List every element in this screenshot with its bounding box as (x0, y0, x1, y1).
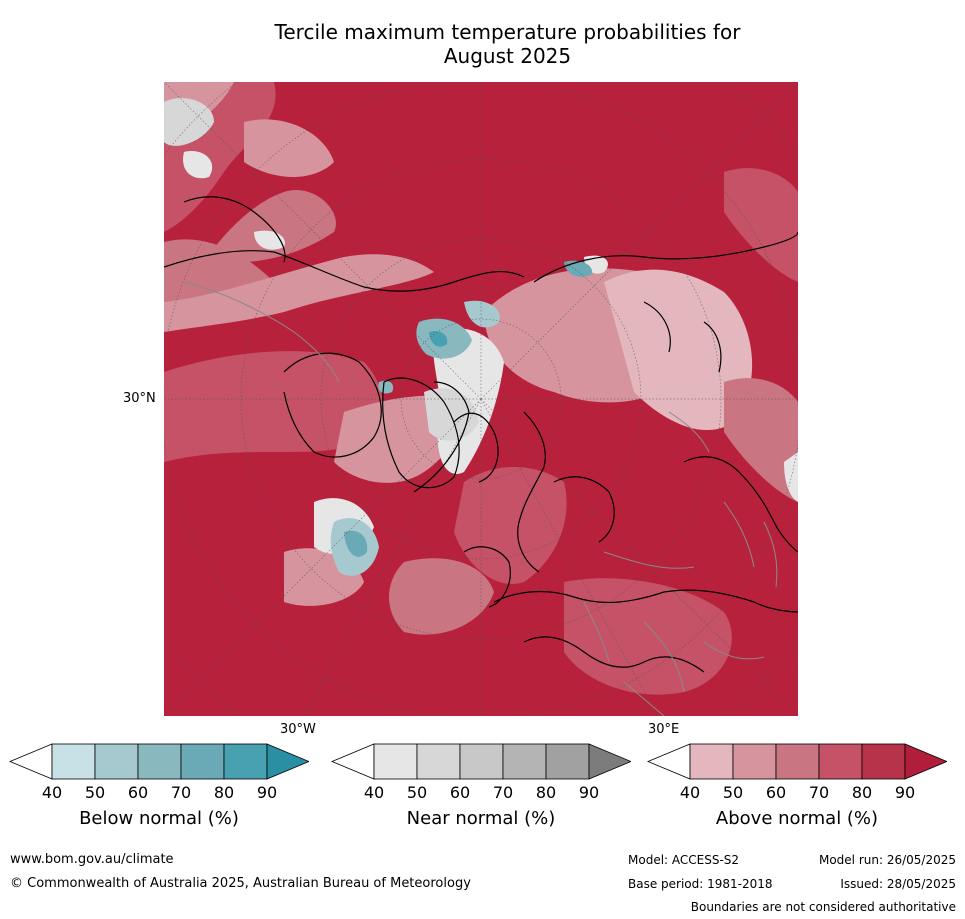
colorbar-swatch (51, 743, 96, 780)
footer-website: www.bom.gov.au/climate (10, 852, 174, 867)
colorbar-tick-label: 70 (808, 783, 830, 802)
colorbar-swatch (94, 743, 139, 780)
colorbar-swatch (223, 743, 268, 780)
colorbar-tick-label: 40 (363, 783, 385, 802)
above-region-pacific (244, 119, 334, 177)
above-region-ne (724, 168, 798, 282)
colorbar-swatch (459, 743, 504, 780)
colorbar-tick-label: 90 (256, 783, 278, 802)
colorbar-above-normal: 40 50 60 70 80 90 Above normal (%) (647, 743, 947, 843)
title-line-1: Tercile maximum temperature probabilitie… (274, 20, 741, 44)
above-region-north-america (164, 351, 383, 462)
colorbar-tick-label: 70 (492, 783, 514, 802)
colorbar-swatch (502, 743, 547, 780)
colorbar-above-label: Above normal (%) (715, 808, 879, 829)
colorbar-swatch (180, 743, 225, 780)
colorbar-tick-label: 50 (84, 783, 106, 802)
colorbar-right-arrow (266, 743, 309, 780)
footer-model: Model: ACCESS-S2 (628, 853, 740, 867)
colorbar-near-label: Near normal (%) (406, 808, 556, 829)
colorbar-right-arrow (904, 743, 947, 780)
colorbar-near-normal: 40 50 60 70 80 90 Near normal (%) (331, 743, 631, 843)
colorbar-above-swatches (647, 743, 947, 780)
colorbar-swatch (545, 743, 590, 780)
chart-title: Tercile maximum temperature probabilitie… (0, 20, 965, 68)
above-region-canada-band (164, 254, 434, 332)
footer-issued: Issued: 28/05/2025 (840, 877, 956, 891)
colorbar-tick-label: 60 (449, 783, 471, 802)
colorbar-tick-label: 80 (851, 783, 873, 802)
colorbar-below-label: Below normal (%) (79, 808, 239, 829)
colorbar-swatch (137, 743, 182, 780)
colorbar-swatch (861, 743, 906, 780)
colorbar-swatch (416, 743, 461, 780)
colorbar-left-arrow (9, 743, 53, 780)
above-region-east (724, 378, 798, 502)
colorbar-tick-label: 60 (127, 783, 149, 802)
above-region-scandinavia (454, 467, 567, 584)
colorbar-right-arrow (588, 743, 631, 780)
colorbar-below-swatches (9, 743, 309, 780)
footer-base-period: Base period: 1981-2018 (628, 877, 773, 891)
colorbar-tick-label: 40 (41, 783, 63, 802)
colorbar-below-ticks: 40 50 60 70 80 90 (9, 783, 309, 803)
footer-copyright: © Commonwealth of Australia 2025, Austra… (10, 876, 471, 891)
colorbar-tick-label: 40 (679, 783, 701, 802)
footer-model-run: Model run: 26/05/2025 (818, 853, 956, 867)
colorbar-near-swatches (331, 743, 631, 780)
colorbar-swatch (775, 743, 820, 780)
colorbar-tick-label: 80 (213, 783, 235, 802)
colorbar-below-normal: 40 50 60 70 80 90 Below normal (%) (9, 743, 309, 843)
above-region-europe-east (564, 578, 732, 695)
footer-disclaimer: Boundaries are not considered authoritat… (690, 900, 956, 914)
colorbar-near-ticks: 40 50 60 70 80 90 (331, 783, 631, 803)
colorbar-tick-label: 80 (535, 783, 557, 802)
colorbar-swatch (373, 743, 418, 780)
country-borders (183, 281, 778, 716)
colorbar-tick-label: 60 (765, 783, 787, 802)
colorbar-tick-label: 90 (578, 783, 600, 802)
below-normal-fields (330, 260, 593, 576)
colorbar-left-arrow (647, 743, 691, 780)
colorbar-tick-label: 50 (406, 783, 428, 802)
colorbar-swatch (689, 743, 734, 780)
map-image (164, 82, 798, 716)
colorbar-tick-label: 70 (170, 783, 192, 802)
above-region-central-asia (604, 269, 753, 431)
polar-map (164, 82, 798, 716)
colorbar-swatch (818, 743, 863, 780)
probability-fields (164, 82, 798, 695)
above-region-greenland-sw (334, 395, 458, 483)
lon-label-30w: 30°W (280, 722, 316, 737)
graticule (164, 82, 798, 716)
above-region-atlantic (389, 558, 494, 635)
coastlines (164, 196, 798, 673)
colorbar-left-arrow (331, 743, 375, 780)
lon-label-30e: 30°E (648, 722, 680, 737)
colorbar-swatch (732, 743, 777, 780)
colorbar-above-ticks: 40 50 60 70 80 90 (647, 783, 947, 803)
title-line-2: August 2025 (443, 44, 572, 68)
lat-label-30n: 30°N (123, 391, 156, 406)
colorbar-tick-label: 90 (894, 783, 916, 802)
colorbar-tick-label: 50 (722, 783, 744, 802)
